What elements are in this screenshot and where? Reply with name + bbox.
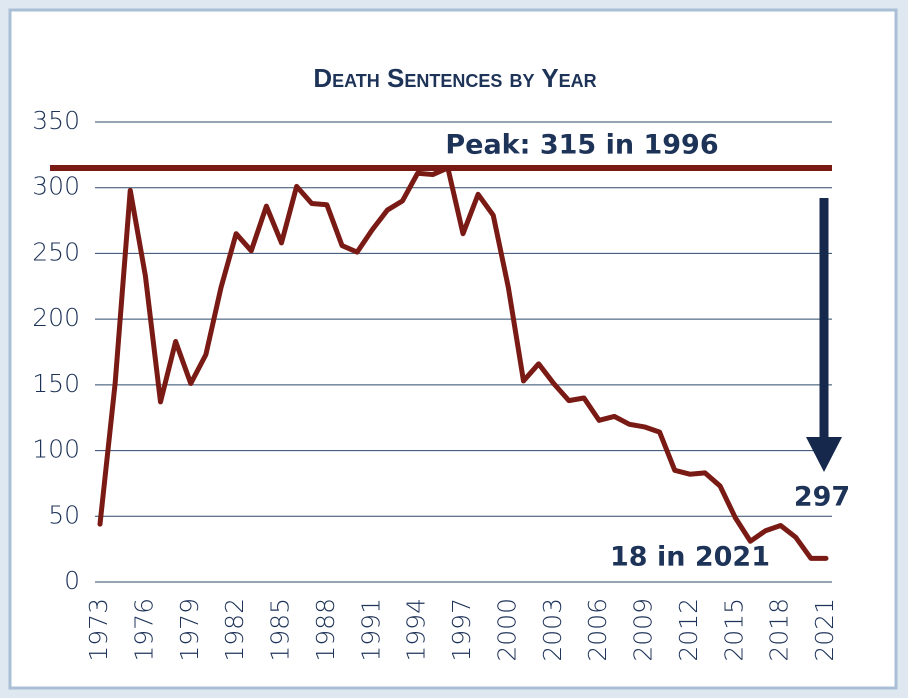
chart-title: Death Sentences by Year <box>313 63 596 93</box>
annotation: Peak: 315 in 1996 <box>445 130 718 161</box>
annotation: 18 in 2021 <box>610 542 770 573</box>
x-tick-label: 1994 <box>402 598 431 662</box>
x-tick-label: 2015 <box>719 598 748 662</box>
x-tick-label: 2009 <box>629 598 658 662</box>
x-tick-label: 2006 <box>583 598 612 662</box>
y-tick-label: 150 <box>32 369 80 398</box>
x-tick-label: 1988 <box>311 598 340 662</box>
panel <box>8 8 898 690</box>
x-tick-label: 1973 <box>84 598 113 662</box>
annotation: 297 <box>794 482 850 513</box>
x-tick-label: 2003 <box>538 598 567 662</box>
x-tick-label: 1976 <box>129 598 158 662</box>
y-tick-label: 100 <box>32 435 80 464</box>
data-line <box>97 165 829 561</box>
y-tick-label: 350 <box>32 106 80 135</box>
y-tick-label: 200 <box>32 303 80 332</box>
x-tick-label: 2021 <box>810 598 839 662</box>
arrow-head <box>806 437 842 472</box>
y-tick-label: 0 <box>64 566 80 595</box>
y-tick-label: 50 <box>48 500 80 529</box>
x-tick-label: 1982 <box>220 598 249 662</box>
y-tick-label: 250 <box>32 237 80 266</box>
x-tick-label: 2018 <box>765 598 794 662</box>
x-tick-label: 2012 <box>674 598 703 662</box>
x-tick-label: 1997 <box>447 598 476 662</box>
y-tick-label: 300 <box>32 172 80 201</box>
x-tick-label: 1991 <box>356 598 385 662</box>
x-tick-label: 1985 <box>266 598 295 662</box>
x-tick-label: 2000 <box>492 598 521 662</box>
x-tick-label: 1979 <box>175 598 204 662</box>
